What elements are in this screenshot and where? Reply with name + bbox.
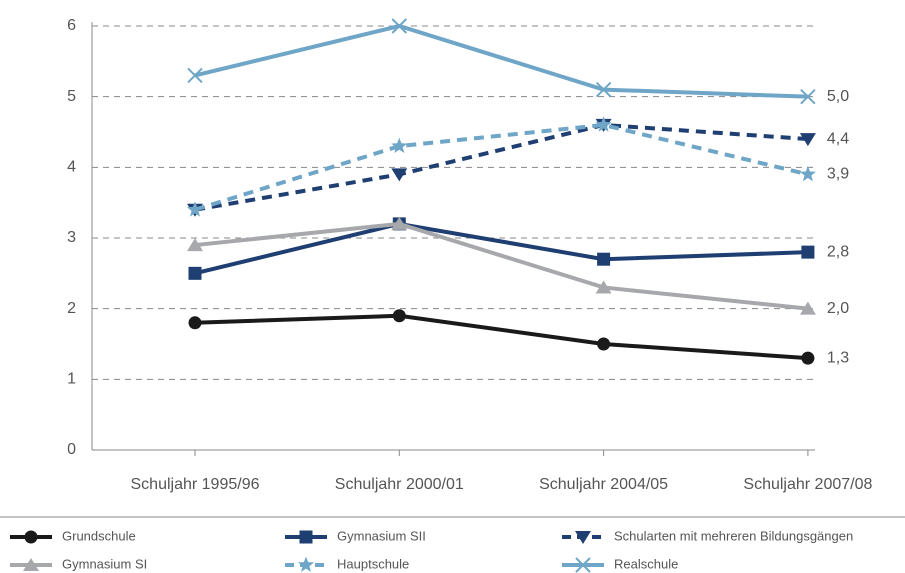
series-line: [194, 23, 808, 99]
y-tick-label: 0: [67, 441, 76, 458]
data-point: [595, 116, 612, 132]
data-label: 3,9: [827, 166, 849, 183]
data-point: [391, 137, 408, 154]
legend-marker: [575, 531, 591, 544]
data-point: [391, 216, 408, 230]
data-point: [188, 316, 202, 330]
data-point: [800, 88, 816, 105]
series-line: [194, 313, 809, 361]
data-point: [801, 351, 815, 365]
data-label: 4,4: [827, 130, 849, 147]
legend-label: Grundschule: [62, 528, 136, 543]
legend-label: Gymnasium SI: [62, 556, 147, 571]
y-tick-label: 6: [67, 17, 76, 34]
series-line: [194, 221, 808, 276]
data-point: [391, 18, 408, 34]
legend-marker: [24, 530, 38, 544]
data-point: [801, 245, 815, 259]
data-point: [391, 168, 408, 182]
data-point: [392, 309, 406, 323]
series-line: [194, 122, 809, 212]
x-tick-label: Schuljahr 2000/01: [335, 476, 464, 493]
legend-marker: [297, 556, 315, 572]
x-tick-label: Schuljahr 2007/08: [743, 476, 872, 493]
data-point: [186, 201, 204, 217]
data-point: [595, 81, 612, 98]
legend-label: Realschule: [614, 556, 678, 571]
data-point: [597, 337, 611, 351]
series-line: [194, 122, 809, 212]
legend-marker: [575, 557, 591, 573]
data-point: [188, 266, 202, 280]
data-label: 5,0: [827, 88, 849, 105]
series-line: [194, 221, 809, 311]
data-point: [799, 165, 816, 182]
legend-marker: [23, 558, 39, 571]
data-point: [595, 280, 612, 294]
data-point: [597, 252, 611, 266]
x-tick-label: Schuljahr 1995/96: [131, 476, 260, 493]
y-tick-label: 1: [67, 371, 76, 388]
y-tick-label: 4: [67, 159, 76, 176]
legend-label: Schularten mit mehreren Bildungsgängen: [614, 528, 853, 543]
data-point: [799, 301, 816, 315]
data-point: [799, 133, 816, 147]
y-tick-label: 3: [67, 229, 76, 246]
data-point: [187, 67, 203, 84]
data-label: 1,3: [827, 349, 849, 366]
data-label: 2,0: [827, 300, 849, 317]
legend-label: Gymnasium SII: [337, 528, 426, 543]
y-tick-label: 5: [67, 88, 76, 105]
legend-marker: [299, 530, 313, 544]
data-point: [187, 238, 203, 252]
data-label: 2,8: [827, 243, 849, 260]
x-tick-label: Schuljahr 2004/05: [539, 476, 668, 493]
y-tick-label: 2: [67, 300, 76, 317]
legend-label: Hauptschule: [337, 556, 409, 571]
